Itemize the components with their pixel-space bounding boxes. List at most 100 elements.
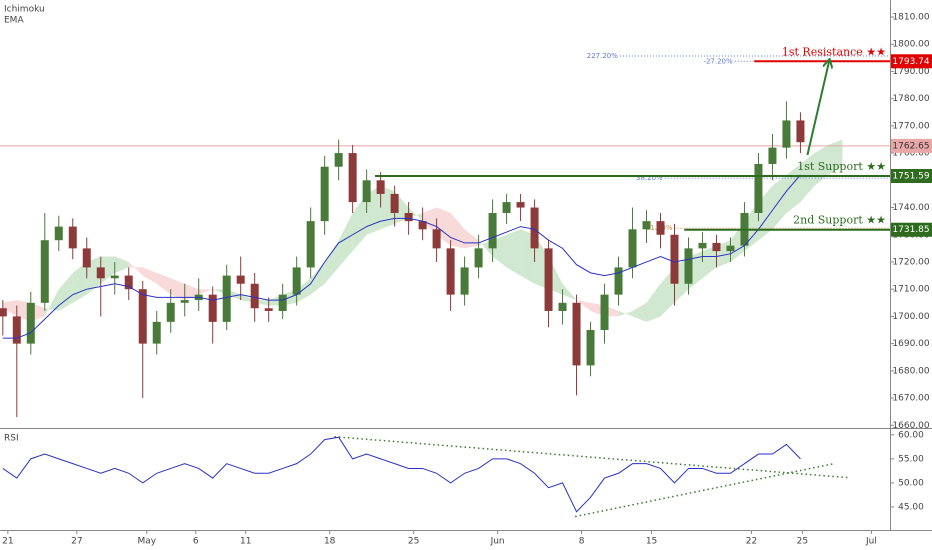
ichimoku-cloud bbox=[184, 283, 199, 301]
y-tick-label: 1790.00 bbox=[892, 67, 929, 77]
candle-body bbox=[586, 330, 595, 366]
x-tick-label: 21 bbox=[2, 537, 13, 547]
level-price: 1731.85 bbox=[892, 225, 929, 235]
candle-body bbox=[320, 166, 329, 222]
current-price-tag bbox=[891, 138, 932, 153]
x-tick-label: Jul bbox=[865, 537, 877, 547]
candle-body bbox=[754, 163, 763, 213]
indicator-label: EMA bbox=[4, 16, 24, 26]
candle-body bbox=[264, 308, 273, 311]
ichimoku-cloud bbox=[464, 229, 479, 249]
candle-body bbox=[726, 245, 735, 252]
candle-body bbox=[684, 248, 693, 284]
ichimoku-cloud bbox=[58, 272, 73, 311]
y-tick-label: 1690.00 bbox=[892, 339, 929, 349]
candle-body bbox=[208, 294, 217, 322]
candle-body bbox=[600, 294, 609, 331]
candle-body bbox=[68, 226, 77, 249]
candle-body bbox=[236, 275, 245, 284]
x-tick-label: 15 bbox=[646, 537, 657, 547]
candle-body bbox=[292, 267, 301, 295]
candle-body bbox=[96, 267, 105, 279]
y-tick-label: 55.00 bbox=[898, 454, 924, 464]
candle-body bbox=[404, 212, 413, 222]
ichimoku-cloud bbox=[2, 300, 17, 317]
ichimoku-cloud bbox=[198, 289, 213, 295]
candle-body bbox=[768, 147, 777, 164]
candle-body bbox=[642, 221, 651, 230]
y-tick-label: 1700.00 bbox=[892, 312, 929, 322]
level-name: 1st Resistance ★★ bbox=[782, 45, 886, 58]
level-tag bbox=[891, 54, 932, 69]
rsi-title: RSI bbox=[4, 434, 19, 444]
candle-body bbox=[670, 234, 679, 284]
candle-body bbox=[152, 321, 161, 344]
candle-body bbox=[138, 289, 147, 344]
candle-body bbox=[250, 283, 259, 309]
ichimoku-cloud bbox=[352, 193, 367, 252]
ichimoku-cloud bbox=[702, 245, 717, 279]
candle-body bbox=[474, 248, 483, 268]
candle-body bbox=[82, 248, 91, 268]
y-tick-label: 50.00 bbox=[898, 478, 924, 488]
candle-body bbox=[446, 248, 455, 295]
level-tag bbox=[891, 222, 932, 237]
candle-body bbox=[614, 267, 623, 295]
candle-body bbox=[418, 221, 427, 230]
ichimoku-cloud bbox=[310, 261, 325, 295]
x-tick-label: Jun bbox=[490, 537, 505, 547]
candle-body bbox=[516, 202, 525, 208]
level-price: 1751.59 bbox=[892, 171, 929, 181]
candle-body bbox=[348, 153, 357, 203]
candle-body bbox=[698, 242, 707, 249]
candle-body bbox=[544, 248, 553, 311]
y-tick-label: 1720.00 bbox=[892, 257, 929, 267]
ichimoku-cloud bbox=[828, 139, 843, 175]
y-tick-label: 45.00 bbox=[898, 502, 924, 512]
y-tick-label: 1760.00 bbox=[892, 149, 929, 159]
y-tick-label: 1670.00 bbox=[892, 394, 929, 404]
candle-body bbox=[656, 221, 665, 235]
ichimoku-cloud bbox=[576, 300, 591, 311]
candle-body bbox=[110, 275, 119, 279]
ichimoku-cloud bbox=[142, 267, 157, 284]
candle-body bbox=[782, 120, 791, 148]
level-price: 1793.74 bbox=[892, 57, 929, 67]
forecast-arrow bbox=[806, 60, 829, 156]
ichimoku-cloud bbox=[324, 240, 339, 284]
candle-body bbox=[530, 207, 539, 249]
candle-body bbox=[572, 302, 581, 366]
y-tick-label: 1800.00 bbox=[892, 40, 929, 50]
candle-body bbox=[362, 180, 371, 203]
level-name: 1st Support ★★ bbox=[797, 160, 886, 173]
y-tick-label: 1680.00 bbox=[892, 366, 929, 376]
candle-body bbox=[460, 267, 469, 295]
ichimoku-cloud bbox=[156, 272, 171, 295]
ema-line bbox=[2, 174, 801, 339]
candle-body bbox=[628, 229, 637, 268]
candle-body bbox=[432, 229, 441, 249]
ichimoku-cloud bbox=[72, 261, 87, 303]
ichimoku-cloud bbox=[772, 174, 787, 230]
y-tick-label: 1710.00 bbox=[892, 285, 929, 295]
y-tick-label: 60.00 bbox=[898, 430, 924, 440]
candle-body bbox=[26, 302, 35, 344]
fib-label: 227.20% bbox=[587, 52, 618, 60]
ichimoku-cloud bbox=[800, 153, 815, 203]
level-name: 2nd Support ★★ bbox=[793, 214, 886, 227]
current-price-label: 1762.65 bbox=[892, 141, 929, 151]
ichimoku-cloud bbox=[646, 283, 661, 322]
candle-body bbox=[40, 240, 49, 303]
candle-body bbox=[796, 120, 805, 143]
fib-label: -27.20% bbox=[703, 57, 733, 65]
y-tick-label: 1780.00 bbox=[892, 94, 929, 104]
x-tick-label: 22 bbox=[746, 537, 757, 547]
candle-body bbox=[712, 242, 721, 252]
candle-body bbox=[222, 275, 231, 322]
x-tick-label: 18 bbox=[324, 537, 336, 547]
rsi-line bbox=[2, 436, 801, 513]
candle-body bbox=[166, 302, 175, 322]
ichimoku-cloud bbox=[422, 207, 437, 235]
rsi-trendline bbox=[334, 435, 849, 479]
